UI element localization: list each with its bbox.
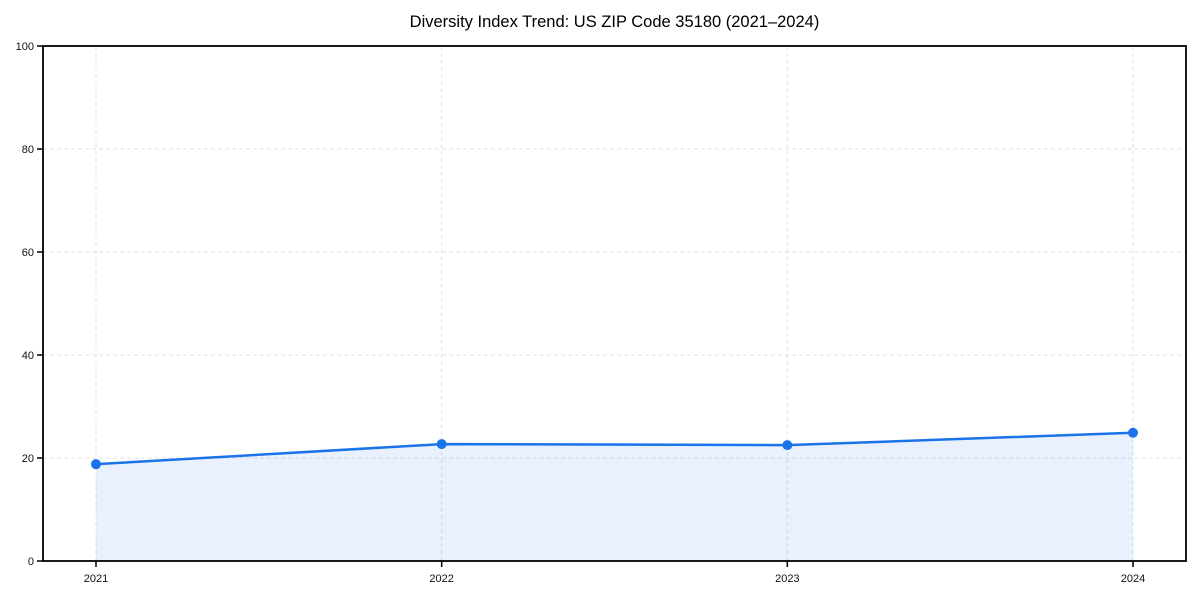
trend-line xyxy=(94,431,1135,466)
x-tick-label: 2022 xyxy=(429,573,453,585)
x-tick-label: 2023 xyxy=(775,573,799,585)
data-point-marker xyxy=(1128,427,1138,438)
plot-border xyxy=(42,45,1187,562)
y-tick-label: 100 xyxy=(16,41,34,53)
y-tick-label: 0 xyxy=(28,556,34,568)
x-tick-label: 2021 xyxy=(84,573,108,585)
y-tick-label: 40 xyxy=(22,350,34,362)
data-point-marker xyxy=(782,440,793,451)
area-fill xyxy=(96,432,1133,561)
chart-title: Diversity Index Trend: US ZIP Code 35180… xyxy=(409,13,820,31)
y-tick-label: 60 xyxy=(22,247,34,259)
y-tick-label: 20 xyxy=(22,453,34,465)
data-point-marker xyxy=(91,459,101,470)
x-tick-label: 2024 xyxy=(1121,573,1145,585)
y-tick-label: 80 xyxy=(22,144,34,156)
data-point-marker xyxy=(436,439,447,450)
